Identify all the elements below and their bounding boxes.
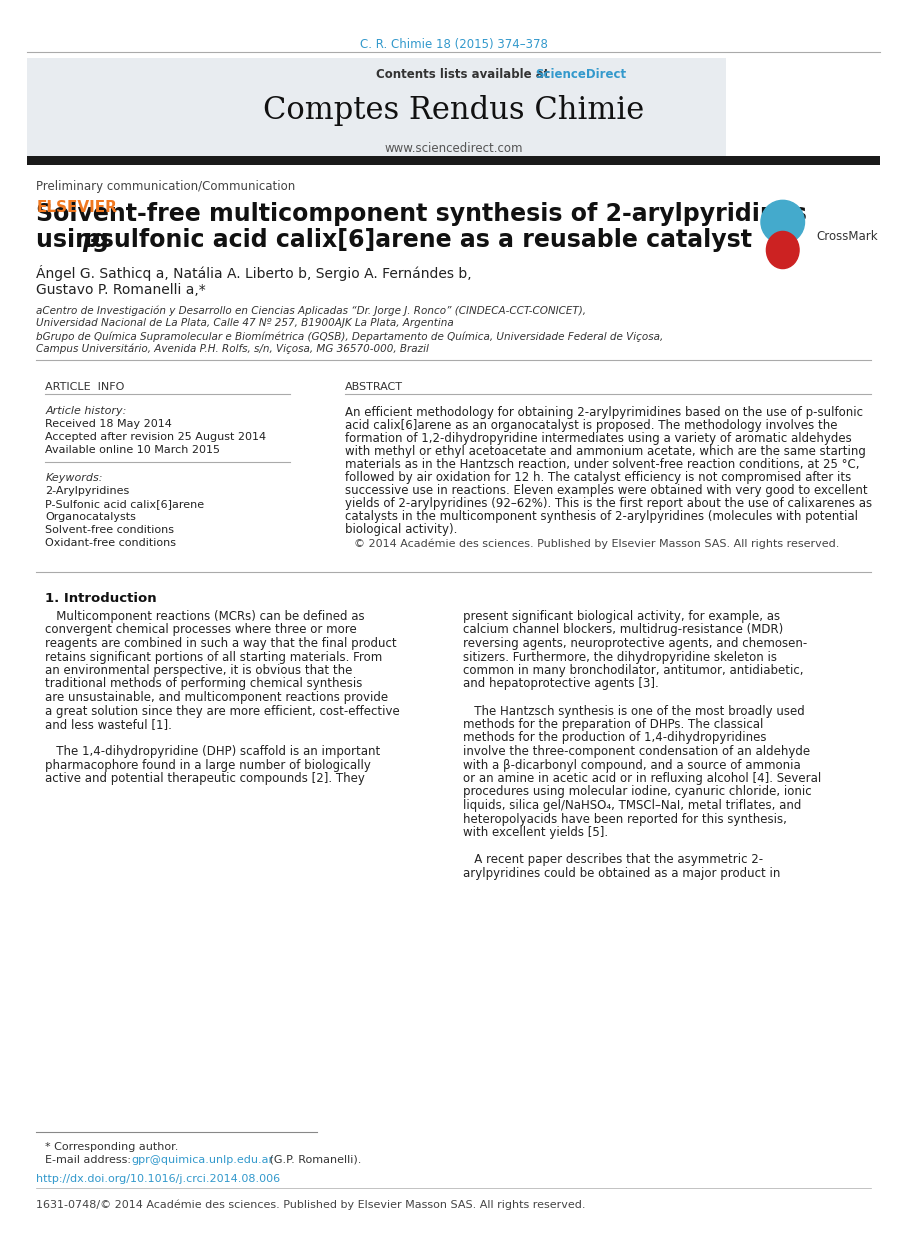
Text: P-Sulfonic acid calix[6]arene: P-Sulfonic acid calix[6]arene bbox=[45, 499, 204, 509]
Bar bbox=[27, 58, 726, 158]
Text: using: using bbox=[36, 228, 117, 253]
Text: The 1,4-dihydropyridine (DHP) scaffold is an important: The 1,4-dihydropyridine (DHP) scaffold i… bbox=[45, 745, 381, 758]
Text: E-mail address:: E-mail address: bbox=[45, 1155, 135, 1165]
Text: Gustavo P. Romanelli a,*: Gustavo P. Romanelli a,* bbox=[36, 284, 206, 297]
Text: acid calix[6]arene as an organocatalyst is proposed. The methodology involves th: acid calix[6]arene as an organocatalyst … bbox=[345, 418, 837, 432]
Text: formation of 1,2-dihydropyridine intermediates using a variety of aromatic aldeh: formation of 1,2-dihydropyridine interme… bbox=[345, 432, 852, 444]
Text: yields of 2-arylpyridines (92–62%). This is the first report about the use of ca: yields of 2-arylpyridines (92–62%). This… bbox=[345, 496, 872, 510]
Text: bGrupo de Química Supramolecular e Biomímétrica (GQSB), Departamento de Química,: bGrupo de Química Supramolecular e Biomí… bbox=[36, 331, 664, 342]
Text: arylpyridines could be obtained as a major product in: arylpyridines could be obtained as a maj… bbox=[463, 867, 780, 879]
Text: C. R. Chimie 18 (2015) 374–378: C. R. Chimie 18 (2015) 374–378 bbox=[359, 38, 548, 51]
Text: a great solution since they are more efficient, cost-effective: a great solution since they are more eff… bbox=[45, 704, 400, 718]
Text: involve the three-component condensation of an aldehyde: involve the three-component condensation… bbox=[463, 745, 810, 758]
Text: p: p bbox=[83, 228, 100, 253]
Bar bbox=[27, 156, 880, 165]
Ellipse shape bbox=[766, 232, 799, 269]
Text: www.sciencedirect.com: www.sciencedirect.com bbox=[385, 142, 522, 155]
Text: or an amine in acetic acid or in refluxing alcohol [4]. Several: or an amine in acetic acid or in refluxi… bbox=[463, 773, 821, 785]
Text: Universidad Nacional de La Plata, Calle 47 Nº 257, B1900AJK La Plata, Argentina: Universidad Nacional de La Plata, Calle … bbox=[36, 318, 454, 328]
Text: 2-Arylpyridines: 2-Arylpyridines bbox=[45, 487, 130, 496]
Text: Available online 10 March 2015: Available online 10 March 2015 bbox=[45, 444, 220, 456]
Text: are unsustainable, and multicomponent reactions provide: are unsustainable, and multicomponent re… bbox=[45, 691, 388, 704]
Text: with methyl or ethyl acetoacetate and ammonium acetate, which are the same start: with methyl or ethyl acetoacetate and am… bbox=[345, 444, 865, 458]
Text: reversing agents, neuroprotective agents, and chemosen-: reversing agents, neuroprotective agents… bbox=[463, 638, 807, 650]
Text: methods for the preparation of DHPs. The classical: methods for the preparation of DHPs. The… bbox=[463, 718, 763, 730]
Text: ABSTRACT: ABSTRACT bbox=[345, 383, 403, 392]
Text: calcium channel blockers, multidrug-resistance (MDR): calcium channel blockers, multidrug-resi… bbox=[463, 624, 783, 636]
Text: ARTICLE  INFO: ARTICLE INFO bbox=[45, 383, 125, 392]
Text: A recent paper describes that the asymmetric 2-: A recent paper describes that the asymme… bbox=[463, 853, 763, 867]
Text: An efficient methodology for obtaining 2-arylpyrimidines based on the use of p-s: An efficient methodology for obtaining 2… bbox=[345, 406, 863, 418]
Text: 1631-0748/© 2014 Académie des sciences. Published by Elsevier Masson SAS. All ri: 1631-0748/© 2014 Académie des sciences. … bbox=[36, 1200, 586, 1211]
Text: materials as in the Hantzsch reaction, under solvent-free reaction conditions, a: materials as in the Hantzsch reaction, u… bbox=[345, 458, 859, 470]
Text: followed by air oxidation for 12 h. The catalyst efficiency is not compromised a: followed by air oxidation for 12 h. The … bbox=[345, 470, 851, 484]
Text: sitizers. Furthermore, the dihydropyridine skeleton is: sitizers. Furthermore, the dihydropyridi… bbox=[463, 650, 776, 664]
Text: Keywords:: Keywords: bbox=[45, 473, 102, 483]
Text: biological activity).: biological activity). bbox=[345, 522, 457, 536]
Text: gpr@quimica.unlp.edu.ar: gpr@quimica.unlp.edu.ar bbox=[132, 1155, 274, 1165]
Text: Article history:: Article history: bbox=[45, 406, 127, 416]
Text: convergent chemical processes where three or more: convergent chemical processes where thre… bbox=[45, 624, 357, 636]
Text: Solvent-free conditions: Solvent-free conditions bbox=[45, 525, 174, 535]
Text: catalysts in the multicomponent synthesis of 2-arylpyridines (molecules with pot: catalysts in the multicomponent synthesi… bbox=[345, 510, 858, 522]
Text: retains significant portions of all starting materials. From: retains significant portions of all star… bbox=[45, 650, 383, 664]
Text: Ángel G. Sathicq a, Natália A. Liberto b, Sergio A. Fernándes b,: Ángel G. Sathicq a, Natália A. Liberto b… bbox=[36, 265, 472, 281]
Ellipse shape bbox=[761, 201, 805, 244]
Text: The Hantzsch synthesis is one of the most broadly used: The Hantzsch synthesis is one of the mos… bbox=[463, 704, 805, 718]
Text: procedures using molecular iodine, cyanuric chloride, ionic: procedures using molecular iodine, cyanu… bbox=[463, 785, 811, 799]
Text: CrossMark: CrossMark bbox=[816, 230, 878, 243]
Text: aCentro de Investigación y Desarrollo en Ciencias Aplicadas “Dr. Jorge J. Ronco”: aCentro de Investigación y Desarrollo en… bbox=[36, 305, 586, 316]
Text: ScienceDirect: ScienceDirect bbox=[535, 68, 626, 80]
Text: http://dx.doi.org/10.1016/j.crci.2014.08.006: http://dx.doi.org/10.1016/j.crci.2014.08… bbox=[36, 1174, 280, 1184]
Text: * Corresponding author.: * Corresponding author. bbox=[45, 1141, 179, 1153]
Text: Accepted after revision 25 August 2014: Accepted after revision 25 August 2014 bbox=[45, 432, 267, 442]
Text: 1. Introduction: 1. Introduction bbox=[45, 592, 157, 605]
Text: methods for the production of 1,4-dihydropyridines: methods for the production of 1,4-dihydr… bbox=[463, 732, 766, 744]
Text: and less wasteful [1].: and less wasteful [1]. bbox=[45, 718, 172, 730]
Text: ELSEVIER: ELSEVIER bbox=[36, 201, 117, 215]
Text: Organocatalysts: Organocatalysts bbox=[45, 513, 136, 522]
Text: liquids, silica gel/NaHSO₄, TMSCl–NaI, metal triflates, and: liquids, silica gel/NaHSO₄, TMSCl–NaI, m… bbox=[463, 799, 801, 812]
Text: Received 18 May 2014: Received 18 May 2014 bbox=[45, 418, 172, 430]
Text: successive use in reactions. Eleven examples were obtained with very good to exc: successive use in reactions. Eleven exam… bbox=[345, 484, 867, 496]
Text: Contents lists available at: Contents lists available at bbox=[376, 68, 554, 80]
Text: an environmental perspective, it is obvious that the: an environmental perspective, it is obvi… bbox=[45, 664, 353, 677]
Text: heteropolyacids have been reported for this synthesis,: heteropolyacids have been reported for t… bbox=[463, 812, 786, 826]
Text: active and potential therapeutic compounds [2]. They: active and potential therapeutic compoun… bbox=[45, 773, 366, 785]
Text: (G.P. Romanelli).: (G.P. Romanelli). bbox=[266, 1155, 361, 1165]
Text: Comptes Rendus Chimie: Comptes Rendus Chimie bbox=[263, 95, 644, 126]
Text: © 2014 Académie des sciences. Published by Elsevier Masson SAS. All rights reser: © 2014 Académie des sciences. Published … bbox=[354, 539, 839, 548]
Text: reagents are combined in such a way that the final product: reagents are combined in such a way that… bbox=[45, 638, 397, 650]
Text: -sulfonic acid calix[6]arene as a reusable catalyst: -sulfonic acid calix[6]arene as a reusab… bbox=[90, 228, 752, 253]
Text: common in many bronchodilator, antitumor, antidiabetic,: common in many bronchodilator, antitumor… bbox=[463, 664, 803, 677]
Text: Oxidant-free conditions: Oxidant-free conditions bbox=[45, 539, 176, 548]
Text: Solvent-free multicomponent synthesis of 2-arylpyridines: Solvent-free multicomponent synthesis of… bbox=[36, 202, 807, 227]
Text: present significant biological activity, for example, as: present significant biological activity,… bbox=[463, 610, 780, 623]
Text: with excellent yields [5].: with excellent yields [5]. bbox=[463, 826, 608, 839]
Text: and hepatoprotective agents [3].: and hepatoprotective agents [3]. bbox=[463, 677, 658, 691]
Text: Preliminary communication/Communication: Preliminary communication/Communication bbox=[36, 180, 296, 193]
Text: Campus Universitário, Avenida P.H. Rolfs, s/n, Viçosa, MG 36570-000, Brazil: Campus Universitário, Avenida P.H. Rolfs… bbox=[36, 344, 429, 354]
Text: Multicomponent reactions (MCRs) can be defined as: Multicomponent reactions (MCRs) can be d… bbox=[45, 610, 365, 623]
Text: traditional methods of performing chemical synthesis: traditional methods of performing chemic… bbox=[45, 677, 363, 691]
Text: pharmacophore found in a large number of biologically: pharmacophore found in a large number of… bbox=[45, 759, 371, 771]
Text: with a β-dicarbonyl compound, and a source of ammonia: with a β-dicarbonyl compound, and a sour… bbox=[463, 759, 800, 771]
